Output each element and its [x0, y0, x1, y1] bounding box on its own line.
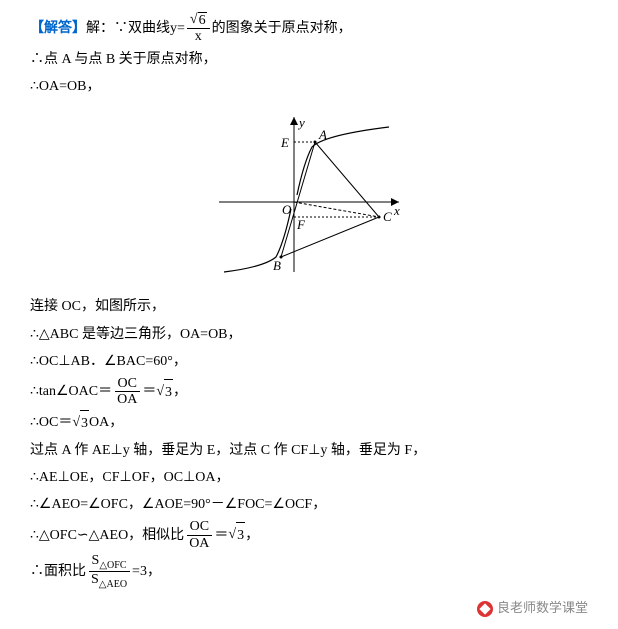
line-5: ∴△ABC 是等边三角形，OA=OB， [30, 322, 588, 347]
line-9: 过点 A 作 AE⊥y 轴，垂足为 E，过点 C 作 CF⊥y 轴，垂足为 F， [30, 438, 588, 463]
text: OA， [89, 410, 123, 435]
text: 的图象关于原点对称， [212, 16, 352, 41]
footer-text: 良老师数学课堂 [497, 600, 588, 615]
line-10: ∴AE⊥OE，CF⊥OF，OC⊥OA， [30, 465, 588, 490]
text: ， [245, 523, 259, 548]
text: ∴OC＝ [30, 410, 72, 435]
sqrt: √6 [190, 12, 207, 28]
answer-label: 【解答】 [30, 16, 86, 41]
line-8: ∴OC＝ √3 OA， [30, 410, 588, 436]
fraction: OC OA [186, 519, 212, 551]
line-6: ∴OC⊥AB．∠BAC=60°， [30, 349, 588, 374]
logo-icon [477, 601, 493, 617]
fraction: √6 x [187, 12, 210, 45]
text: ∴△OFC∽△AEO，相似比 [30, 523, 184, 548]
line-4: 连接 OC，如图所示， [30, 294, 588, 319]
text: 解：∵双曲线 [86, 16, 170, 41]
point-e: E [280, 135, 289, 150]
diagram: y x O A B C E F [30, 107, 588, 286]
line-2: ∴点 A 与点 B 关于原点对称， [30, 47, 588, 72]
coordinate-diagram: y x O A B C E F [209, 107, 409, 277]
footer-watermark: 良老师数学课堂 [30, 596, 588, 619]
sqrt: √3 [72, 410, 89, 436]
numerator: OC [115, 376, 140, 392]
line-12: ∴△OFC∽△AEO，相似比 OC OA ＝ √3 ， [30, 519, 588, 551]
text: ∴面积比 [30, 559, 86, 584]
line-1: 【解答】 解：∵双曲线 y= √6 x 的图象关于原点对称， [30, 12, 588, 45]
point-a: A [318, 127, 327, 142]
text: =3， [132, 559, 161, 584]
sqrt: √3 [156, 379, 173, 405]
text: ， [173, 379, 187, 404]
numerator: OC [187, 519, 212, 535]
line-13: ∴面积比 S△OFC S△AEO =3， [30, 553, 588, 590]
text: ∴tan∠OAC＝ [30, 379, 112, 404]
denominator: OA [186, 536, 212, 551]
point-c: C [383, 209, 392, 224]
denominator: x [192, 29, 205, 44]
point-b: B [273, 258, 281, 273]
axis-x-label: x [393, 203, 400, 218]
line-3: ∴OA=OB， [30, 74, 588, 99]
sqrt: √3 [228, 522, 245, 548]
text: ＝ [142, 379, 156, 404]
text: ＝ [214, 523, 228, 548]
line-11: ∴∠AEO=∠OFC，∠AOE=90°－∠FOC=∠OCF， [30, 492, 588, 517]
numerator: S△OFC [89, 553, 130, 572]
axis-y-label: y [297, 115, 305, 130]
point-f: F [296, 217, 306, 232]
origin-label: O [282, 202, 292, 217]
denominator: S△AEO [88, 572, 130, 590]
fraction: S△OFC S△AEO [88, 553, 130, 590]
text: y= [170, 16, 185, 41]
line-7: ∴tan∠OAC＝ OC OA ＝ √3 ， [30, 376, 588, 408]
denominator: OA [114, 392, 140, 407]
numerator: √6 [187, 12, 210, 29]
fraction: OC OA [114, 376, 140, 408]
